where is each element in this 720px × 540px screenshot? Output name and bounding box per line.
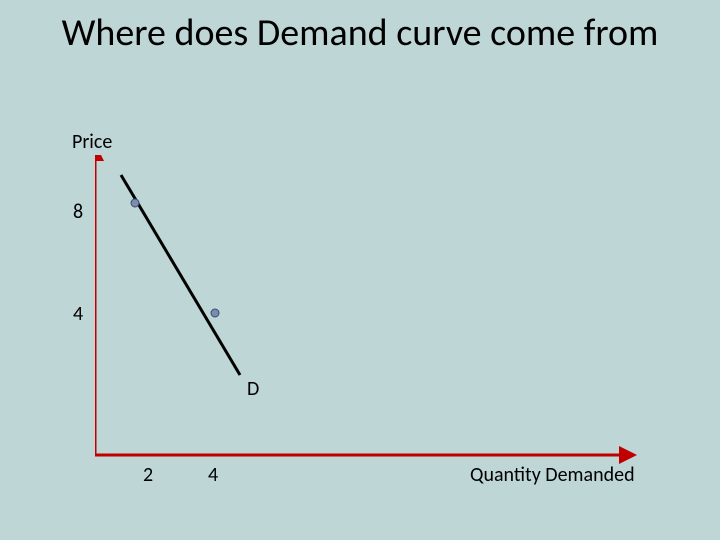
y-tick-8: 8 bbox=[73, 200, 83, 224]
chart-area: Price Quantity Demanded 8 4 2 4 D bbox=[95, 155, 655, 525]
y-tick-4: 4 bbox=[73, 302, 83, 326]
slide: Where does Demand curve come from Price … bbox=[0, 0, 720, 540]
y-axis-label: Price bbox=[72, 130, 112, 154]
x-axis-label: Quantity Demanded bbox=[470, 463, 635, 487]
x-tick-2: 2 bbox=[143, 463, 153, 487]
demand-curve-label: D bbox=[247, 377, 259, 401]
x-tick-4: 4 bbox=[208, 463, 218, 487]
slide-title: Where does Demand curve come from bbox=[0, 12, 720, 56]
chart-svg bbox=[95, 155, 655, 515]
